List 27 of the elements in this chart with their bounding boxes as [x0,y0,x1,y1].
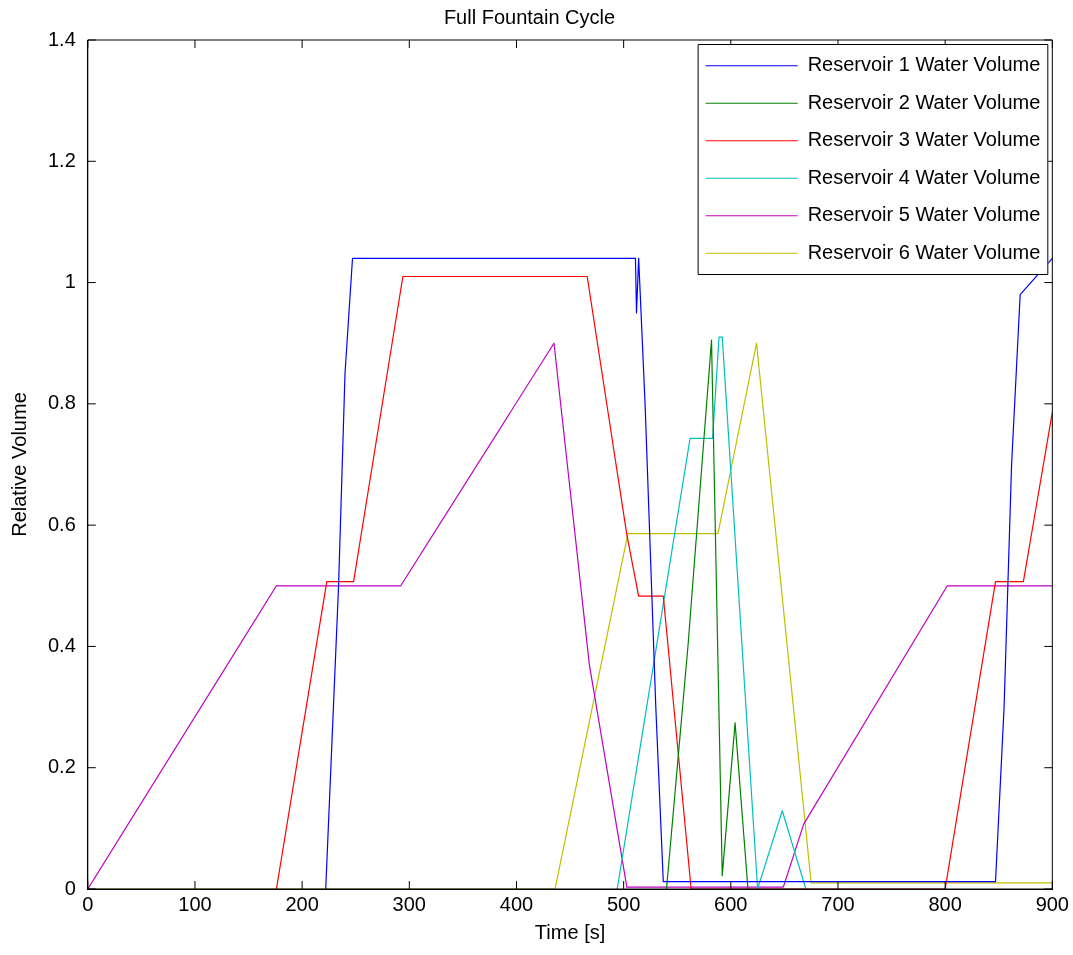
x-tick-label: 500 [606,892,641,915]
x-tick-label: 900 [1035,892,1069,915]
y-tick-label: 0 [64,876,76,899]
legend-label: Reservoir 3 Water Volume [807,128,1041,151]
y-tick-label: 1.4 [47,27,76,50]
legend-label: Reservoir 1 Water Volume [807,53,1041,76]
x-tick-label: 800 [928,892,962,915]
x-tick-label: 100 [178,892,212,915]
x-tick-label: 700 [821,892,855,915]
x-tick-label: 0 [82,892,94,915]
legend-label: Reservoir 4 Water Volume [807,165,1041,188]
legend-label: Reservoir 6 Water Volume [807,240,1041,263]
y-tick-label: 0.4 [47,633,76,656]
x-tick-label: 600 [714,892,748,915]
x-axis-title: Time [s] [534,920,606,943]
y-axis-title: Relative Volume [7,392,30,537]
y-tick-label: 1.2 [47,148,76,171]
x-tick-label: 200 [285,892,319,915]
x-tick-label: 300 [392,892,426,915]
y-tick-label: 1 [64,270,76,293]
y-tick-label: 0.6 [47,512,76,535]
legend-label: Reservoir 2 Water Volume [807,90,1041,113]
x-tick-label: 400 [499,892,534,915]
chart-title: Full Fountain Cycle [443,5,616,28]
y-tick-label: 0.2 [47,755,76,778]
y-tick-label: 0.8 [47,391,76,414]
legend-label: Reservoir 5 Water Volume [807,203,1041,226]
